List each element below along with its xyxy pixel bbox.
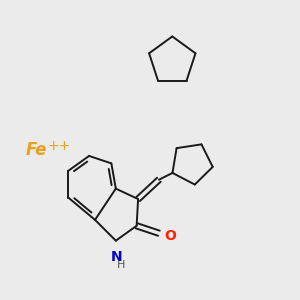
Text: N: N	[111, 250, 122, 264]
Text: ++: ++	[47, 139, 71, 152]
Text: O: O	[164, 229, 176, 243]
Text: H: H	[117, 260, 125, 270]
Text: Fe: Fe	[25, 141, 46, 159]
